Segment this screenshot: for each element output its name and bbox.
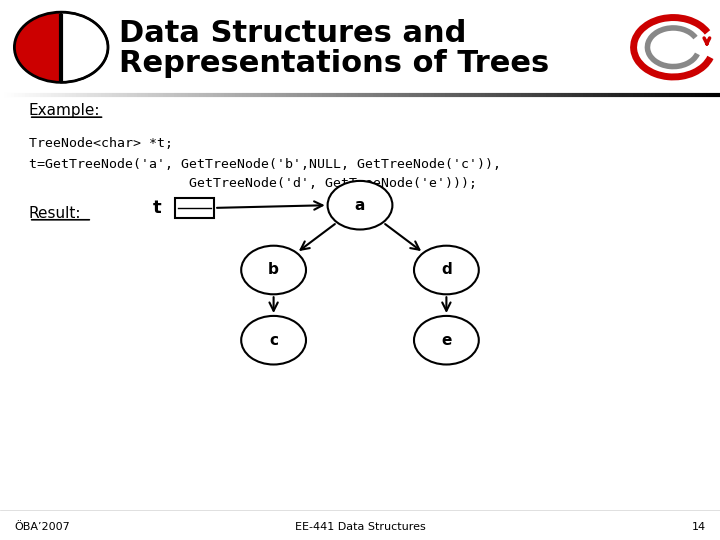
Text: c: c bbox=[269, 333, 278, 348]
Circle shape bbox=[241, 246, 306, 294]
Text: a: a bbox=[355, 198, 365, 213]
Circle shape bbox=[328, 181, 392, 230]
Text: e: e bbox=[441, 333, 451, 348]
Text: Example:: Example: bbox=[29, 103, 100, 118]
Circle shape bbox=[14, 12, 108, 82]
Text: TreeNode<char> *t;: TreeNode<char> *t; bbox=[29, 137, 173, 150]
Text: b: b bbox=[268, 262, 279, 278]
Text: Representations of Trees: Representations of Trees bbox=[119, 49, 549, 78]
Circle shape bbox=[414, 316, 479, 364]
Text: EE-441 Data Structures: EE-441 Data Structures bbox=[294, 522, 426, 531]
FancyBboxPatch shape bbox=[0, 0, 720, 94]
Circle shape bbox=[414, 246, 479, 294]
Text: Data Structures and: Data Structures and bbox=[119, 19, 466, 48]
Text: d: d bbox=[441, 262, 451, 278]
Text: t=GetTreeNode('a', GetTreeNode('b',NULL, GetTreeNode('c')),: t=GetTreeNode('a', GetTreeNode('b',NULL,… bbox=[29, 158, 501, 171]
Circle shape bbox=[241, 316, 306, 364]
Text: GetTreeNode('d', GetTreeNode('e')));: GetTreeNode('d', GetTreeNode('e'))); bbox=[29, 177, 477, 190]
FancyBboxPatch shape bbox=[175, 198, 215, 218]
Text: ÖBA’2007: ÖBA’2007 bbox=[14, 522, 70, 531]
Wedge shape bbox=[61, 12, 108, 82]
Text: Result:: Result: bbox=[29, 206, 81, 221]
Text: 14: 14 bbox=[691, 522, 706, 531]
Text: t: t bbox=[153, 199, 161, 217]
